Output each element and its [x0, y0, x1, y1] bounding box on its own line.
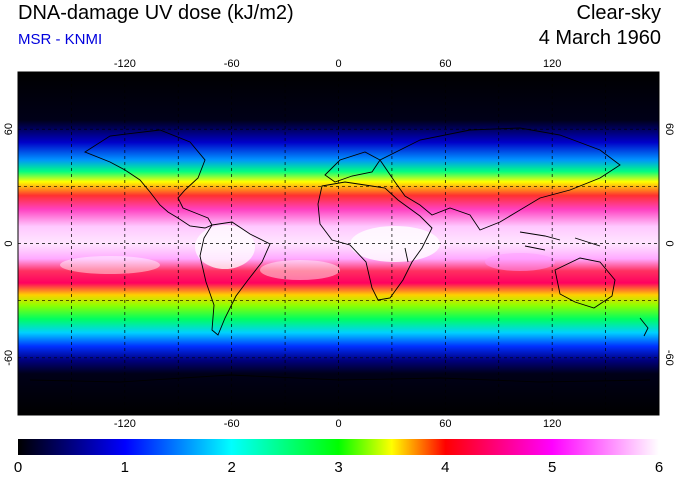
colorbar-tick-label: 6	[654, 459, 664, 476]
europe-outline	[324, 151, 381, 183]
madagascar-outline	[404, 247, 409, 263]
lon-tick-label-top: 120	[543, 58, 561, 70]
high-dose-bright-patches	[60, 225, 555, 280]
south-america-outline	[199, 221, 271, 336]
colorbar-tick-label: 0	[13, 459, 23, 476]
lon-tick-label-bottom: -60	[224, 418, 240, 430]
graticule	[18, 72, 659, 415]
africa-outline	[317, 181, 433, 301]
lat-tick-label-left: -60	[3, 350, 15, 366]
lon-tick-label-bottom: 60	[439, 418, 451, 430]
lon-tick-label-top: -120	[114, 58, 136, 70]
lon-tick-label-bottom: 120	[543, 418, 561, 430]
map-axes: -120 -120 -60 -60 0 0 60 60 120 120 60 60 0 0 -60 -60	[3, 58, 675, 430]
lat-tick-label-right: -60	[663, 350, 675, 366]
colorbar-tick-label: 3	[334, 459, 343, 476]
lon-tick-label-top: 0	[335, 58, 341, 70]
lon-tick-label-bottom: 0	[335, 418, 341, 430]
sky-condition-label: Clear-sky	[576, 2, 661, 24]
australia-outline	[554, 257, 616, 309]
antarctica-coast	[29, 374, 651, 383]
map-title: DNA-damage UV dose (kJ/m2)	[18, 2, 294, 24]
coastlines	[29, 127, 651, 383]
source-label: MSR - KNMI	[18, 31, 103, 48]
lon-tick-label-bottom: -120	[114, 418, 136, 430]
lat-tick-label-left: 0	[3, 240, 15, 246]
colorbar-tick-label: 5	[547, 459, 557, 476]
lon-tick-label-top: 60	[439, 58, 451, 70]
new-zealand-outline	[639, 317, 649, 337]
lat-tick-label-right: 0	[663, 240, 675, 246]
colorbar	[18, 439, 659, 455]
asia-outline	[379, 127, 621, 231]
lat-tick-label-right: 60	[663, 123, 675, 135]
date-label: 4 March 1960	[538, 27, 661, 49]
lat-tick-label-left: 60	[3, 123, 15, 135]
maritime-asia-islands	[519, 231, 601, 251]
colorbar-tick-label: 4	[441, 459, 450, 476]
colorbar-tick-label: 1	[120, 459, 129, 476]
lon-tick-label-top: -60	[224, 58, 240, 70]
map-frame	[17, 71, 660, 416]
colorbar-tick-label: 2	[227, 459, 236, 476]
